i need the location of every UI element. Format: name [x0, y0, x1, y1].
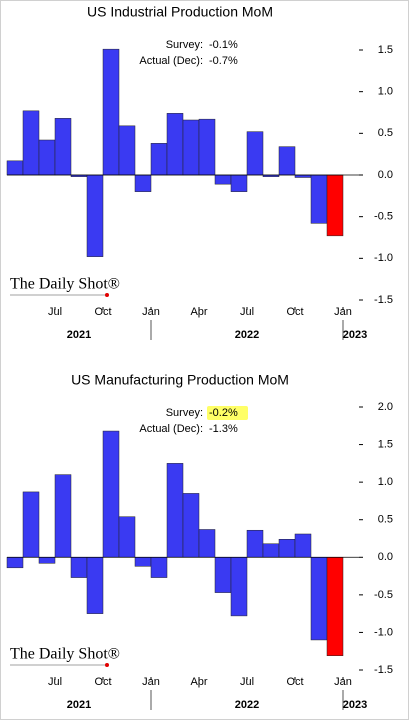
- y-tick-label: 0.0: [378, 551, 393, 563]
- x-tick-label: Oct: [286, 676, 303, 688]
- bar: [22, 110, 40, 176]
- bar: [54, 118, 72, 176]
- chart-title: US Manufacturing Production MoM: [71, 372, 289, 388]
- bar: [198, 529, 216, 558]
- year-label: 2023: [343, 699, 367, 711]
- source-logo: The Daily Shot®: [10, 646, 120, 663]
- y-tick-label: -1.5: [374, 294, 393, 306]
- x-tick-label: Jan: [334, 676, 352, 688]
- bar: [214, 557, 232, 593]
- x-tick-label: Oct: [94, 306, 111, 318]
- x-tick-label: Apr: [190, 306, 207, 318]
- y-tick-label: -1.0: [374, 626, 393, 638]
- bar: [278, 146, 296, 176]
- year-label: 2022: [235, 699, 259, 711]
- bar: [118, 516, 136, 558]
- x-tick-label: Oct: [286, 306, 303, 318]
- bar: [54, 474, 72, 558]
- x-tick-label: Jan: [142, 676, 160, 688]
- bar: [38, 557, 56, 564]
- bar: [246, 131, 264, 176]
- highlight: [207, 406, 248, 420]
- y-tick-label: 1.0: [378, 86, 393, 98]
- y-tick-label: 1.0: [378, 476, 393, 488]
- bar: [86, 557, 104, 614]
- year-label: 2021: [67, 329, 91, 341]
- year-label: 2022: [235, 329, 259, 341]
- bar: [230, 557, 248, 617]
- x-tick-label: Oct: [94, 676, 111, 688]
- y-tick-label: 1.5: [378, 44, 393, 56]
- annotation-value: -0.2%: [209, 407, 238, 419]
- y-tick-label: 1.5: [378, 438, 393, 450]
- x-tick-label: Apr: [190, 676, 207, 688]
- y-tick-label: 0.0: [378, 169, 393, 181]
- bar: [262, 543, 280, 558]
- annotation-label: Survey:: [166, 407, 203, 419]
- bar: [22, 491, 40, 558]
- annotation-label: Actual (Dec):: [139, 55, 203, 67]
- bar: [102, 430, 120, 558]
- bar: [310, 557, 328, 641]
- logo-dot: [105, 293, 109, 297]
- y-tick-label: -0.5: [374, 589, 393, 601]
- bar: [38, 139, 56, 176]
- bar: [326, 174, 344, 237]
- bar: [102, 48, 120, 176]
- annotation-label: Survey:: [166, 39, 203, 51]
- bar: [70, 557, 88, 578]
- x-tick-label: Jan: [142, 306, 160, 318]
- bar: [166, 463, 184, 558]
- bar: [150, 557, 168, 578]
- year-label: 2021: [67, 699, 91, 711]
- bar: [118, 125, 136, 176]
- bar: [182, 119, 200, 176]
- x-tick-label: Jan: [334, 306, 352, 318]
- bar: [6, 160, 24, 176]
- annotation-value: -0.1%: [209, 39, 238, 51]
- y-tick-label: 0.5: [378, 514, 393, 526]
- bar: [246, 529, 264, 558]
- bar: [150, 143, 168, 176]
- annotation-value: -1.3%: [209, 423, 238, 435]
- bar: [86, 174, 104, 257]
- bar: [230, 174, 248, 192]
- y-tick-label: -1.5: [374, 664, 393, 676]
- bar: [198, 118, 216, 176]
- bar: [182, 493, 200, 558]
- bar: [6, 557, 24, 569]
- bar: [166, 113, 184, 176]
- bar: [294, 533, 312, 558]
- bar: [310, 174, 328, 224]
- year-label: 2023: [343, 329, 367, 341]
- y-tick-label: -1.0: [374, 252, 393, 264]
- bar: [134, 174, 152, 192]
- bar: [214, 174, 232, 185]
- x-tick-label: Jul: [48, 676, 62, 688]
- bar: [134, 557, 152, 567]
- chart-title: US Industrial Production MoM: [87, 4, 273, 20]
- x-tick-label: Jul: [48, 306, 62, 318]
- annotation-label: Actual (Dec):: [139, 423, 203, 435]
- x-tick-label: Jul: [240, 676, 254, 688]
- bar: [326, 557, 344, 656]
- annotation-value: -0.7%: [209, 55, 238, 67]
- logo-dot: [105, 663, 109, 667]
- x-tick-label: Jul: [240, 306, 254, 318]
- source-logo: The Daily Shot®: [10, 276, 120, 293]
- bar: [278, 539, 296, 558]
- y-tick-label: -0.5: [374, 211, 393, 223]
- y-tick-label: 2.0: [378, 401, 393, 413]
- y-tick-label: 0.5: [378, 127, 393, 139]
